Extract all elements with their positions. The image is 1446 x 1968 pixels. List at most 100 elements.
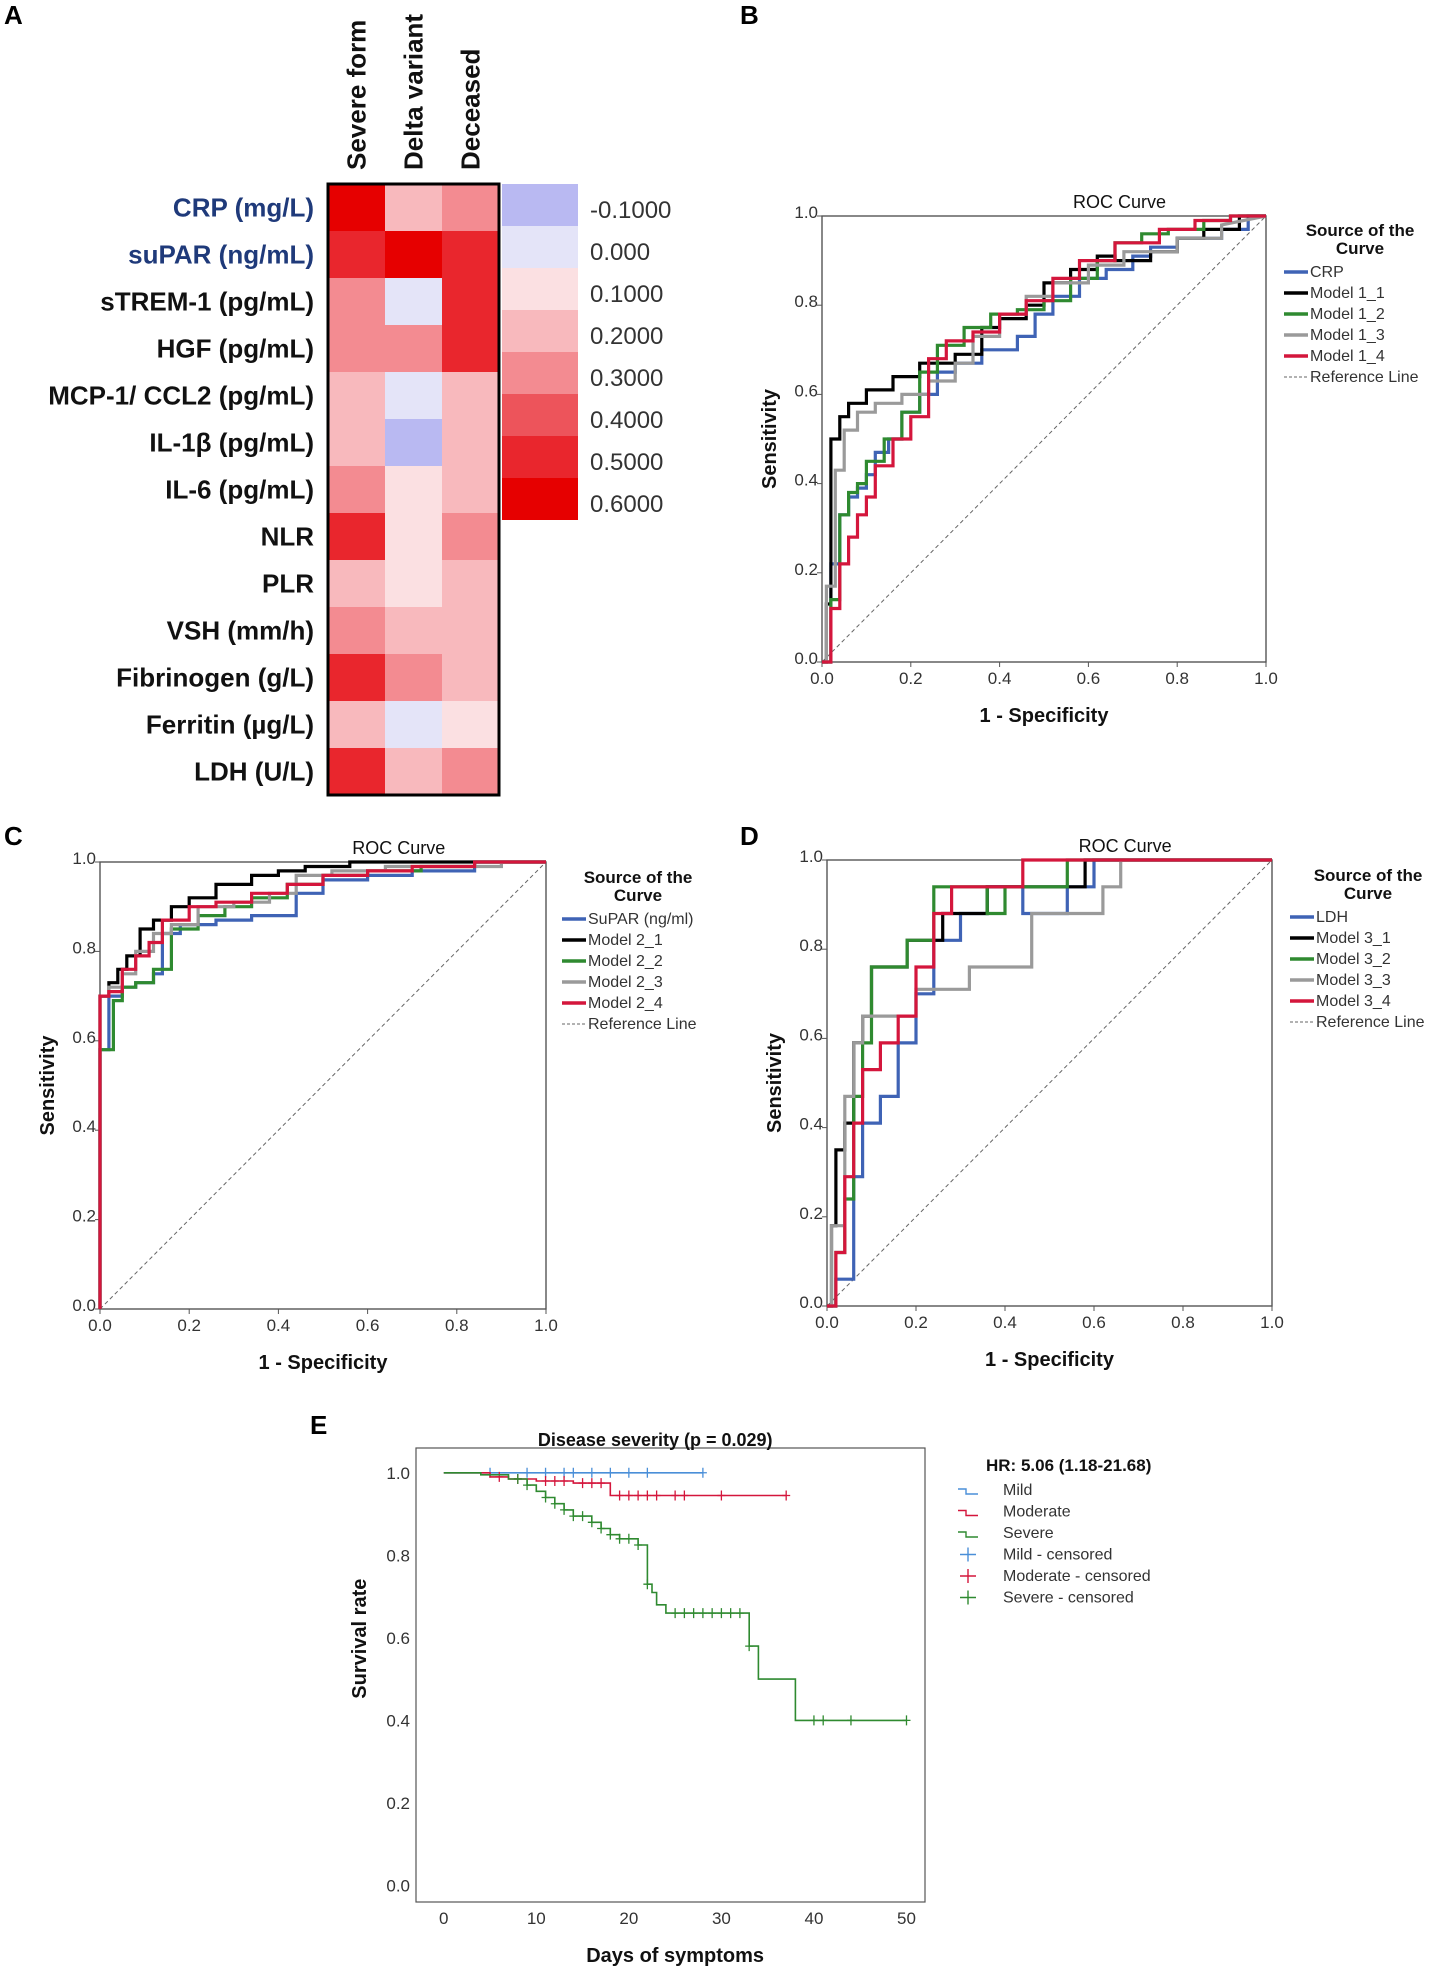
censored-mark-severe [569,1511,578,1522]
legend-entry: Moderate - censored [1003,1568,1151,1585]
censored-mark-mild [569,1467,578,1478]
heatmap-cell [385,513,442,560]
heatmap-cell [328,466,385,513]
y-tick-label: 1.0 [794,203,818,222]
heatmap-cell [328,607,385,654]
colorbar-swatch [502,226,578,268]
plot-frame [415,1447,926,1903]
censored-mark-moderate [652,1490,661,1501]
legend-title-line: Curve [1344,884,1392,903]
y-tick-label: 0.2 [72,1207,96,1226]
y-tick-label: 0.0 [386,1876,410,1895]
legend-plus-icon [960,1569,976,1583]
colorbar-label: 0.3000 [590,365,663,392]
x-tick-label: 40 [804,1909,823,1928]
colorbar-swatch [502,478,578,520]
legend-entry: Model 2_4 [588,995,663,1012]
x-tick-label: 0.8 [445,1316,469,1335]
y-tick-label: 0.2 [799,1204,823,1223]
legend-entry: Model 3_2 [1316,951,1391,968]
y-tick-label: 0.0 [794,649,818,668]
heatmap-row-label: suPAR (ng/mL) [128,240,314,270]
heatmap-row-label: IL-1β (pg/mL) [149,428,314,458]
legend-entry-reference: Reference Line [1316,1014,1425,1031]
roc-chart-panel-b: ROC Curve 0.00.0 0.2 0.2 0.4 0.4 0.6 0.6 0.8 0.8 1… [759,192,1419,727]
censored-mark-moderate [541,1476,550,1487]
heatmap-cell [442,701,499,748]
heatmap-row-label: Fibrinogen (g/L) [116,663,314,693]
censored-mark-severe [643,1579,652,1590]
heatmap-cell [442,466,499,513]
censored-mark-mild [698,1467,707,1478]
x-tick-label: 0.4 [988,669,1012,688]
colorbar-swatch [502,310,578,352]
heatmap-cell [328,513,385,560]
reference-line [99,861,547,1310]
panel-letter-a: A [4,0,23,30]
legend-plus-icon [960,1590,976,1605]
legend-entry: Model 1_2 [1310,306,1385,323]
heatmap-row-label: MCP-1/ CCL2 (pg/mL) [48,381,314,411]
censored-mark-severe [560,1504,569,1515]
colorbar-label: 0.000 [590,239,650,266]
censored-mark-severe [671,1608,680,1619]
heatmap-cell [385,184,442,231]
colorbar-swatch [502,352,578,394]
legend-plus-icon [960,1547,976,1562]
heatmap-row-label: NLR [261,522,315,552]
censored-mark-severe [615,1533,624,1544]
x-tick-label: 0.0 [815,1313,839,1332]
y-tick-label: 0.8 [799,936,823,955]
legend-title-line: Source of the [584,868,693,887]
censored-mark-severe [745,1641,754,1652]
y-axis-label: Survival rate [349,1579,371,1699]
legend-entry: Severe [1003,1525,1054,1542]
censored-mark-severe [597,1523,606,1534]
censored-mark-moderate [597,1478,606,1489]
censored-mark-moderate [578,1478,587,1489]
colorbar-swatch [502,184,578,226]
heatmap-row-label: Ferritin (µg/L) [146,710,314,740]
heatmap-row-label: PLR [262,569,314,599]
heatmap-cell [328,184,385,231]
censored-mark-severe [541,1492,550,1503]
censored-mark-mild [624,1467,633,1478]
heatmap-row-label: HGF (pg/mL) [157,334,314,364]
heatmap-cell [442,325,499,372]
heatmap-cell [442,654,499,701]
colorbar-swatch [502,436,578,478]
colorbar-swatch [502,268,578,310]
x-tick-label: 10 [527,1909,546,1928]
censored-mark-severe [809,1715,818,1726]
y-tick-label: 1.0 [799,847,823,866]
legend-entry: Model 3_1 [1316,930,1391,947]
x-axis-label: 1 - Specificity [980,705,1110,727]
y-tick-label: 1.0 [72,849,96,868]
legend-entry: Model 3_4 [1316,993,1391,1010]
censored-mark-severe [587,1517,596,1528]
colorbar-swatch [502,394,578,436]
legend-entry-reference: Reference Line [1310,369,1419,386]
heatmap-cell [442,372,499,419]
censored-mark-severe [689,1608,698,1619]
x-tick-label: 50 [897,1909,916,1928]
survival-curve-moderate [443,1472,787,1497]
x-tick-label: 1.0 [534,1316,558,1335]
y-tick-label: 0.4 [794,471,818,490]
heatmap-panel-a: CRP (mg/L) suPAR (ng/mL) sTREM-1 (pg/mL) HG… [48,14,671,797]
x-tick-label: 0.2 [177,1316,201,1335]
censored-mark-severe [708,1608,717,1619]
heatmap-cell [442,184,499,231]
x-axis-label: 1 - Specificity [985,1349,1115,1371]
legend-entry-reference: Reference Line [588,1016,697,1033]
survival-chart-panel-e: Disease severity (p = 0.029) 0 10 20 30 40 50 0… [349,1430,1151,1967]
censored-mark-mild [523,1467,532,1478]
censored-mark-moderate [624,1490,633,1501]
heatmap-cell [442,278,499,325]
chart-title: ROC Curve [1079,836,1172,856]
legend-line-icon [958,1488,978,1495]
heatmap-cell [385,372,442,419]
y-axis-label: Sensitivity [37,1035,59,1136]
censored-mark-severe [634,1539,643,1550]
roc-curve-ldh [827,858,1272,1308]
